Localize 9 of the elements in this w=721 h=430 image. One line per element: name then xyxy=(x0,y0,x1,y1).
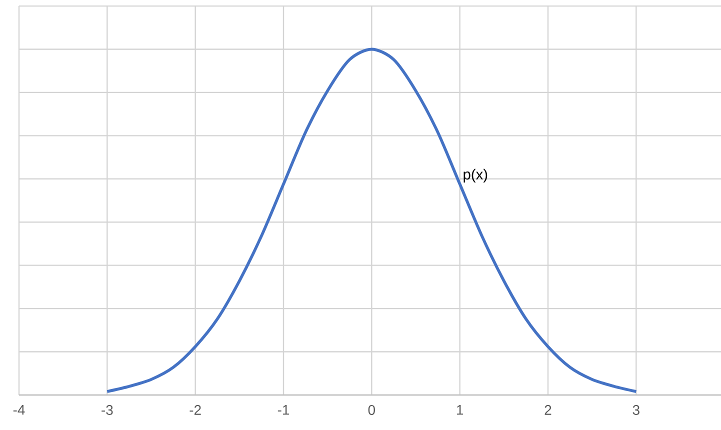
x-tick-label: -2 xyxy=(190,405,201,415)
x-tick-label: -1 xyxy=(278,405,290,415)
x-tick-label: -3 xyxy=(102,405,113,415)
x-tick-label: 2 xyxy=(544,405,552,415)
x-tick-label: 0 xyxy=(368,405,376,415)
x-tick-label: 1 xyxy=(457,405,464,415)
annotation: p(x) xyxy=(464,168,488,182)
x-tick-label: -4 xyxy=(13,405,25,415)
x-tick-label: 3 xyxy=(632,405,640,415)
